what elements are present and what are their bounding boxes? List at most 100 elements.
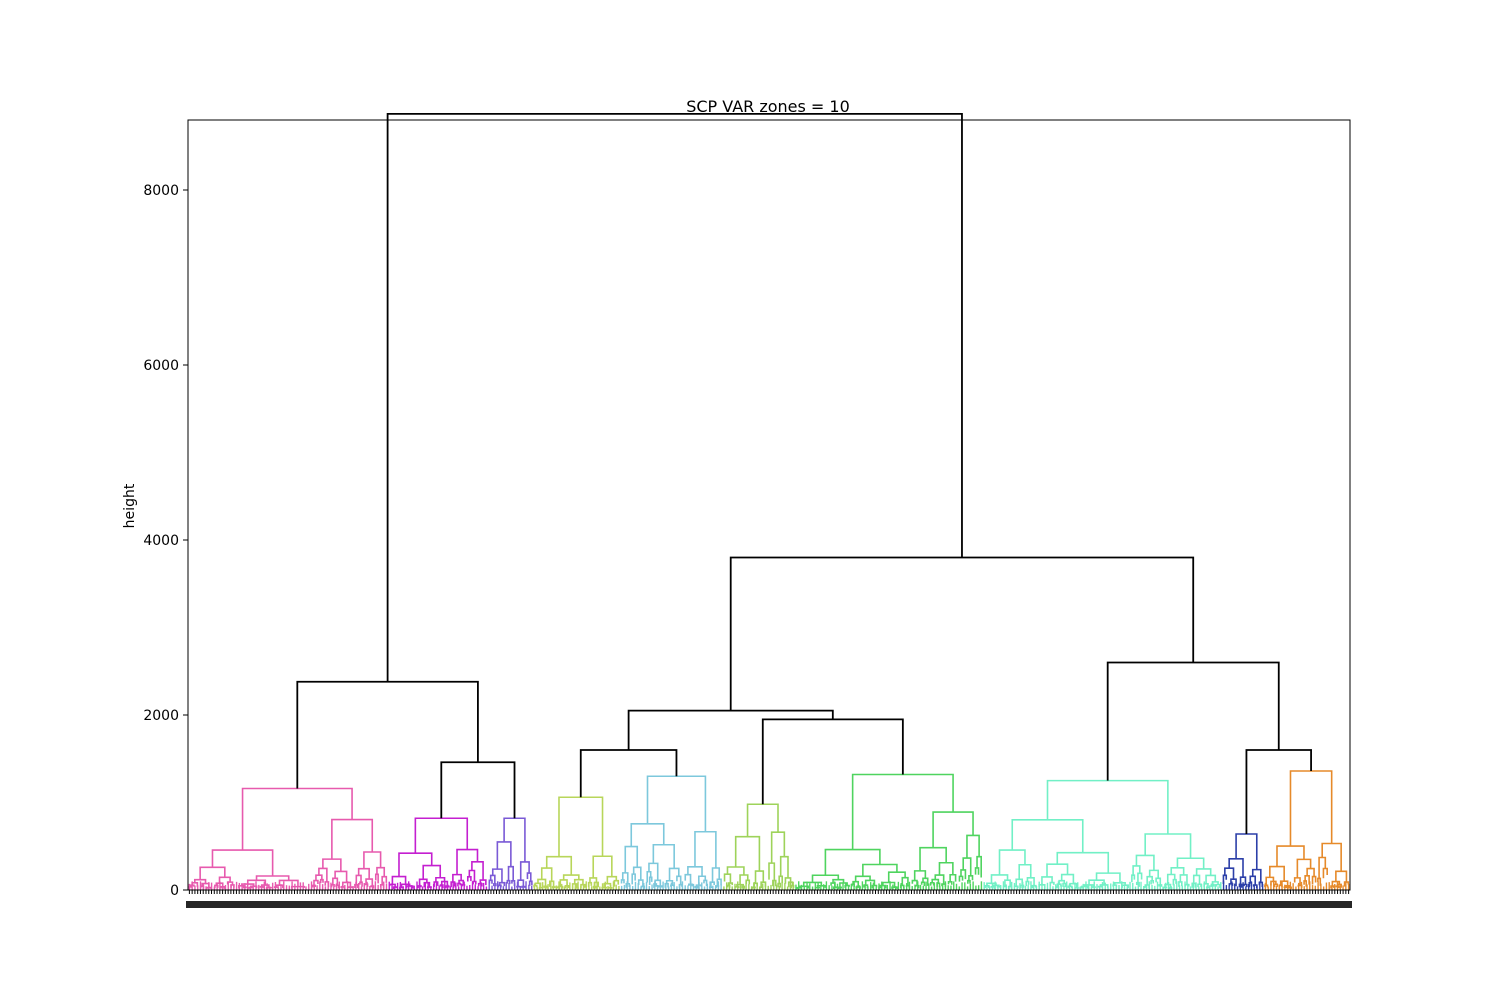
cluster-link: [1273, 883, 1279, 888]
cluster-link: [1321, 842, 1342, 872]
cluster-link: [1150, 879, 1155, 885]
cluster-link: [966, 834, 980, 859]
cluster-link: [646, 870, 652, 883]
cluster-link: [613, 879, 620, 887]
merge-link: [1245, 749, 1312, 834]
cluster-link: [967, 879, 971, 884]
cluster-link: [630, 823, 665, 847]
cluster-link: [418, 878, 428, 886]
cluster-link: [947, 880, 953, 885]
cluster-link: [1132, 865, 1141, 876]
cluster-link: [934, 874, 945, 885]
cluster-link: [199, 866, 226, 880]
cluster-link: [1230, 878, 1237, 887]
cluster-subtrees: [188, 770, 1350, 890]
cluster-link: [519, 861, 530, 881]
cluster-link: [891, 886, 898, 889]
cluster-link: [949, 873, 957, 882]
y-axis: 0 2000 4000 6000 8000: [143, 183, 188, 899]
cluster-link: [466, 876, 472, 882]
cluster-link: [852, 880, 860, 888]
cluster-link: [1148, 869, 1159, 879]
cluster-link: [862, 863, 898, 877]
cluster-link: [676, 875, 682, 885]
cluster-link: [456, 848, 479, 875]
cluster-link: [479, 879, 487, 886]
chart-title: SCP VAR zones = 10: [686, 97, 850, 116]
leaf-label-band: [186, 901, 1352, 908]
cluster-link: [824, 848, 881, 876]
cluster-8: [983, 779, 1222, 890]
cluster-link: [1018, 863, 1032, 880]
cluster-7: [795, 773, 983, 890]
merge-link: [386, 112, 963, 682]
cluster-link: [1205, 874, 1217, 884]
cluster-link: [391, 875, 407, 885]
y-tick-label: 0: [170, 883, 179, 899]
cluster-link: [422, 864, 442, 880]
cluster-link: [1056, 851, 1110, 874]
cluster-link: [778, 875, 784, 884]
cluster-link: [558, 796, 604, 857]
merge-link: [296, 680, 479, 789]
cluster-link: [920, 881, 926, 887]
cluster-link: [1144, 833, 1192, 859]
cluster-link: [621, 872, 629, 884]
cluster-link: [1195, 868, 1212, 876]
cluster-link: [919, 846, 947, 871]
cluster-link: [1095, 872, 1121, 883]
cluster-link: [507, 865, 514, 881]
cluster-link: [496, 841, 512, 870]
cluster-link: [1322, 867, 1328, 879]
cluster-link: [1296, 858, 1312, 878]
y-tick-label: 6000: [143, 358, 179, 374]
merge-link: [627, 709, 834, 750]
cluster-4: [533, 796, 620, 890]
cluster-link: [772, 879, 777, 887]
cluster-link: [573, 878, 584, 885]
cluster-link: [770, 831, 786, 864]
cluster-link: [768, 862, 776, 881]
cluster-link: [503, 817, 526, 862]
cluster-link: [703, 879, 708, 887]
cluster-link: [723, 873, 732, 884]
cluster-link: [931, 878, 940, 884]
x-axis-leaf-ticks: [186, 890, 1352, 908]
cluster-link: [1083, 884, 1095, 888]
cluster-link: [976, 855, 982, 878]
cluster-link: [864, 879, 876, 886]
cluster-link: [1303, 880, 1307, 887]
y-tick-label: 2000: [143, 708, 179, 724]
cluster-link: [1293, 877, 1301, 886]
cluster-link: [922, 877, 929, 886]
cluster-link: [631, 873, 636, 885]
cluster-link: [974, 867, 980, 875]
cluster-link: [363, 851, 382, 869]
cluster-10: [1264, 770, 1350, 890]
cluster-link: [1311, 875, 1317, 885]
cluster-link: [779, 855, 789, 878]
cluster-link: [734, 835, 761, 872]
cluster-link: [960, 869, 967, 880]
cluster-link: [1131, 874, 1136, 883]
cluster-link: [1146, 875, 1153, 885]
cluster-link: [193, 878, 207, 884]
cluster-link: [1046, 863, 1069, 877]
merge-link: [761, 718, 904, 805]
cluster-link: [998, 849, 1026, 875]
cluster-link: [637, 879, 644, 887]
cluster-3: [488, 817, 533, 890]
cluster-link: [1239, 876, 1247, 885]
cluster-link: [1317, 877, 1322, 886]
plot-frame: [187, 119, 1351, 891]
cluster-link: [1137, 872, 1143, 883]
cluster-1: [188, 787, 388, 890]
cluster-link: [332, 877, 339, 886]
cluster-link: [1011, 819, 1084, 853]
merge-link: [579, 749, 678, 798]
cluster-link: [374, 873, 379, 884]
cluster-link: [526, 872, 532, 882]
cluster-link: [423, 881, 431, 888]
cluster-5: [620, 775, 722, 890]
